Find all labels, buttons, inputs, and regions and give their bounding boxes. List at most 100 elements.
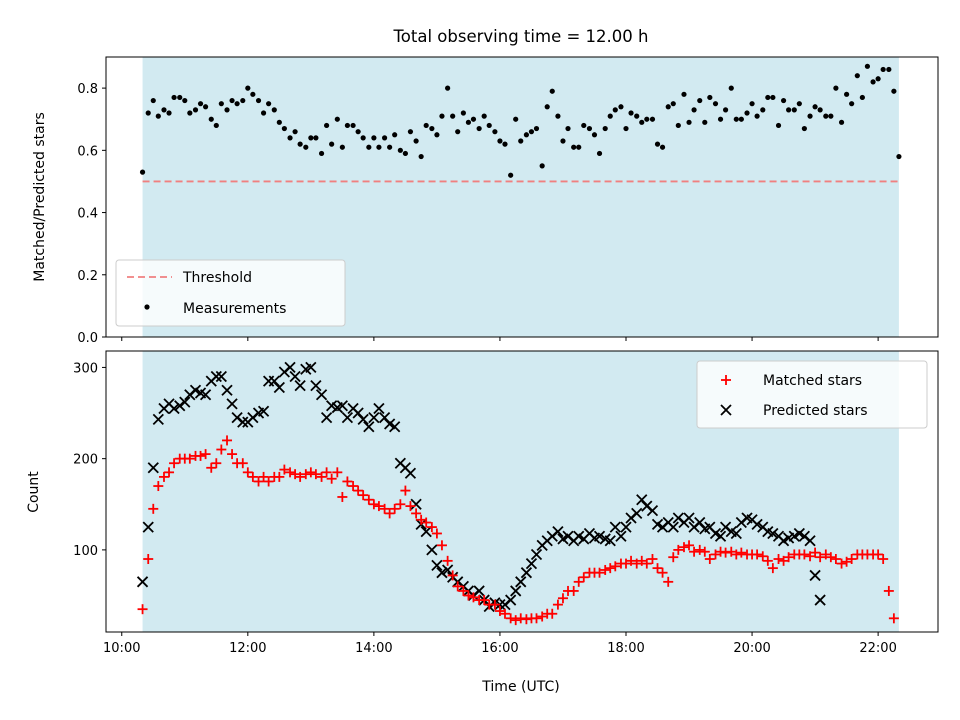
matched-star-point: [263, 476, 274, 487]
predicted-star-point: [289, 370, 301, 383]
measurement-point: [549, 88, 555, 94]
matched-star-point: [652, 563, 663, 574]
matched-star-point: [321, 467, 332, 478]
measurement-point: [292, 129, 298, 135]
predicted-star-point: [352, 407, 364, 419]
x-tick-label: 16:00: [481, 641, 518, 656]
matched-star-point: [153, 481, 164, 492]
matched-star-point: [731, 549, 742, 560]
measurement-point: [760, 107, 766, 113]
matched-star-point: [148, 503, 159, 514]
predicted-star-point: [315, 389, 328, 401]
predicted-star-point: [215, 370, 227, 383]
measurement-point: [870, 79, 876, 85]
measurement-point: [523, 132, 530, 138]
matched-star-point: [647, 554, 658, 565]
predicted-star-point: [368, 411, 380, 424]
matched-star-point: [389, 503, 400, 514]
matched-star-point: [783, 552, 794, 563]
predicted-star-point: [152, 413, 164, 426]
measurement-point: [686, 119, 692, 125]
bottom-x-ticks: 10:00 12:00 14:00 16:00 18:00 20:00 22:00: [103, 632, 897, 656]
matched-star-point: [274, 471, 285, 482]
matched-star-point: [400, 485, 411, 496]
measurement-point: [402, 150, 408, 157]
matched-star-point: [258, 471, 269, 482]
measurement-point: [838, 119, 845, 125]
matched-star-point: [489, 599, 500, 610]
matched-star-point: [568, 585, 579, 596]
matched-star-point: [348, 481, 359, 492]
matched-star-point: [436, 540, 447, 551]
measurement-point: [817, 107, 823, 113]
measurement-point: [502, 141, 508, 147]
predicted-star-point: [552, 526, 564, 538]
matched-star-point: [631, 558, 642, 569]
measurement-point: [329, 141, 335, 147]
legend-matched-marker: [721, 375, 731, 385]
measurement-point: [602, 125, 608, 132]
measurement-point: [786, 107, 792, 113]
measurement-point: [659, 144, 666, 150]
predicted-star-point: [284, 361, 296, 374]
x-tick-label: 10:00: [103, 641, 140, 656]
measurement-point: [880, 66, 886, 73]
predicted-star-point: [751, 518, 763, 530]
matched-star-point: [242, 467, 253, 478]
matched-star-point: [316, 471, 327, 482]
measurement-point: [208, 116, 214, 122]
matched-star-point: [657, 567, 668, 578]
predicted-star-point: [505, 594, 517, 606]
measurement-point: [439, 113, 445, 119]
matched-star-point: [778, 555, 789, 566]
measurement-point: [859, 94, 865, 101]
matched-star-point: [184, 453, 195, 464]
predicted-star-point: [515, 576, 527, 588]
measurement-point: [376, 144, 382, 150]
measurement-point: [266, 101, 272, 107]
measurement-point: [344, 122, 351, 129]
matched-star-point: [699, 546, 710, 557]
predicted-star-point: [294, 380, 306, 392]
legend-threshold-label: Threshold: [182, 270, 252, 286]
measurement-point: [229, 97, 235, 104]
matched-star-point: [363, 494, 374, 505]
measurement-point: [596, 150, 603, 157]
measurement-point: [381, 135, 388, 141]
matched-star-point: [678, 542, 689, 553]
measurement-point: [355, 129, 361, 135]
measurement-point: [539, 163, 545, 169]
predicted-star-point: [136, 576, 149, 588]
predicted-star-point: [174, 400, 186, 412]
matched-star-point: [636, 555, 647, 566]
matched-star-point: [494, 606, 505, 617]
matched-star-point: [411, 508, 422, 519]
top-legend: Threshold Measurements: [115, 259, 346, 327]
predicted-star-point: [320, 411, 333, 424]
measurement-point: [397, 147, 403, 153]
matched-star-point: [468, 592, 479, 603]
measurement-point: [360, 135, 366, 141]
measurement-point: [770, 94, 776, 101]
matched-star-point: [431, 528, 442, 539]
x-tick-label: 18:00: [607, 641, 644, 656]
measurement-point: [187, 110, 193, 116]
predicted-star-point: [336, 400, 349, 412]
top-y-tick-label: 0.2: [77, 269, 98, 284]
predicted-star-point: [199, 389, 212, 401]
predicted-star-point: [210, 370, 222, 383]
predicted-star-point: [694, 516, 706, 529]
measurement-point: [722, 107, 729, 113]
measurement-point: [586, 125, 593, 132]
predicted-star-point: [357, 413, 369, 426]
legend-measurements-label: Measurements: [183, 301, 286, 317]
measurement-point: [197, 101, 204, 107]
predicted-star-point: [441, 564, 454, 576]
measurement-point: [780, 97, 787, 104]
measurement-point: [287, 135, 293, 141]
measurement-point: [460, 110, 466, 116]
measurement-point: [182, 97, 188, 104]
matched-star-point: [295, 471, 306, 482]
x-tick-label: 14:00: [355, 641, 392, 656]
predicted-star-point: [226, 398, 238, 410]
